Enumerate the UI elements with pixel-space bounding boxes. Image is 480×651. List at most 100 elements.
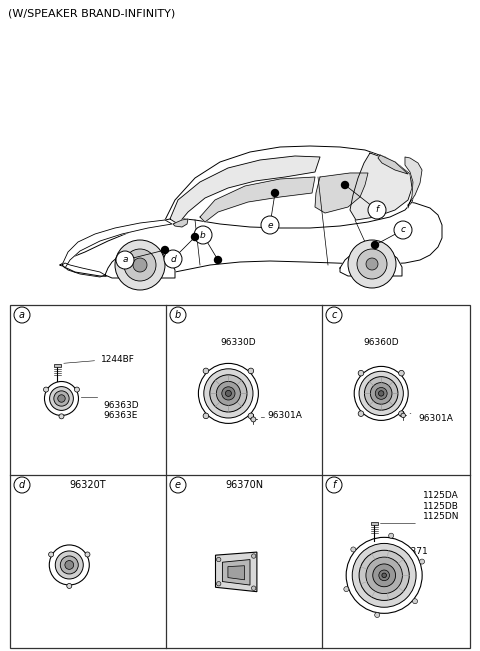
Circle shape (170, 477, 186, 493)
Circle shape (198, 363, 258, 423)
Polygon shape (405, 157, 422, 208)
Circle shape (252, 554, 256, 559)
Text: 1244BF: 1244BF (100, 355, 134, 364)
Circle shape (375, 387, 387, 399)
Circle shape (364, 377, 398, 410)
Circle shape (58, 395, 65, 402)
Circle shape (358, 411, 364, 417)
Circle shape (401, 413, 406, 418)
Circle shape (45, 381, 79, 415)
FancyBboxPatch shape (54, 363, 61, 367)
Circle shape (48, 552, 54, 557)
Circle shape (124, 249, 156, 281)
Circle shape (116, 251, 134, 269)
Circle shape (375, 613, 380, 618)
Polygon shape (216, 552, 257, 592)
Circle shape (368, 201, 386, 219)
Circle shape (389, 533, 394, 538)
Polygon shape (165, 146, 415, 228)
Circle shape (164, 250, 182, 268)
Text: d: d (19, 480, 25, 490)
Polygon shape (378, 155, 408, 174)
Text: e: e (175, 480, 181, 490)
Circle shape (412, 599, 418, 603)
Text: 96301A: 96301A (267, 411, 302, 420)
Polygon shape (105, 249, 175, 278)
Circle shape (59, 414, 64, 419)
Polygon shape (340, 248, 402, 276)
Circle shape (192, 234, 199, 240)
Circle shape (341, 182, 348, 189)
Text: 96363D
96363E: 96363D 96363E (104, 401, 139, 420)
Circle shape (398, 411, 404, 417)
Circle shape (354, 367, 408, 421)
Circle shape (204, 369, 253, 418)
Text: 1125DA
1125DB
1125DN: 1125DA 1125DB 1125DN (422, 492, 459, 521)
Text: c: c (400, 225, 406, 234)
Polygon shape (222, 560, 250, 585)
Circle shape (55, 551, 84, 579)
Circle shape (248, 413, 254, 419)
Circle shape (382, 573, 386, 577)
Circle shape (371, 383, 392, 404)
Circle shape (251, 417, 256, 422)
Circle shape (348, 240, 396, 288)
Circle shape (346, 537, 422, 613)
Text: 96371: 96371 (399, 547, 428, 555)
Circle shape (226, 391, 231, 396)
Text: f: f (332, 480, 336, 490)
Circle shape (216, 581, 221, 586)
Polygon shape (350, 153, 412, 220)
Circle shape (366, 557, 402, 594)
Bar (10, 305, 470, 648)
Polygon shape (170, 156, 320, 224)
Circle shape (326, 477, 342, 493)
Text: c: c (331, 310, 336, 320)
Circle shape (359, 550, 409, 600)
Circle shape (210, 375, 247, 412)
Text: a: a (122, 255, 128, 264)
Circle shape (359, 371, 403, 415)
Polygon shape (315, 173, 368, 213)
Circle shape (203, 368, 209, 374)
Circle shape (170, 307, 186, 323)
Circle shape (44, 387, 48, 392)
Circle shape (357, 249, 387, 279)
Circle shape (222, 387, 235, 400)
Circle shape (352, 544, 416, 607)
Text: 96330D: 96330D (221, 338, 256, 347)
Polygon shape (62, 220, 172, 268)
Circle shape (394, 221, 412, 239)
Circle shape (373, 564, 396, 587)
Text: b: b (175, 310, 181, 320)
Circle shape (49, 387, 73, 410)
Text: e: e (267, 221, 273, 230)
Circle shape (65, 561, 74, 570)
Text: 96320T: 96320T (70, 480, 106, 490)
Circle shape (248, 368, 254, 374)
Circle shape (398, 370, 404, 376)
Circle shape (14, 477, 30, 493)
Polygon shape (228, 566, 244, 580)
Circle shape (161, 247, 168, 253)
Circle shape (85, 552, 90, 557)
Circle shape (67, 583, 72, 589)
Text: 96301A: 96301A (418, 415, 453, 423)
Circle shape (74, 387, 79, 392)
Circle shape (351, 547, 356, 552)
Circle shape (420, 559, 424, 564)
Text: f: f (375, 206, 379, 214)
Polygon shape (200, 177, 315, 222)
Circle shape (133, 258, 147, 272)
Circle shape (215, 256, 221, 264)
Text: 96360D: 96360D (363, 338, 399, 347)
Circle shape (252, 586, 256, 590)
Text: a: a (19, 310, 25, 320)
Circle shape (216, 381, 240, 406)
Circle shape (272, 189, 278, 197)
FancyBboxPatch shape (371, 522, 378, 525)
Circle shape (366, 258, 378, 270)
Circle shape (326, 307, 342, 323)
Circle shape (216, 557, 221, 562)
Text: 96370N: 96370N (225, 480, 263, 490)
